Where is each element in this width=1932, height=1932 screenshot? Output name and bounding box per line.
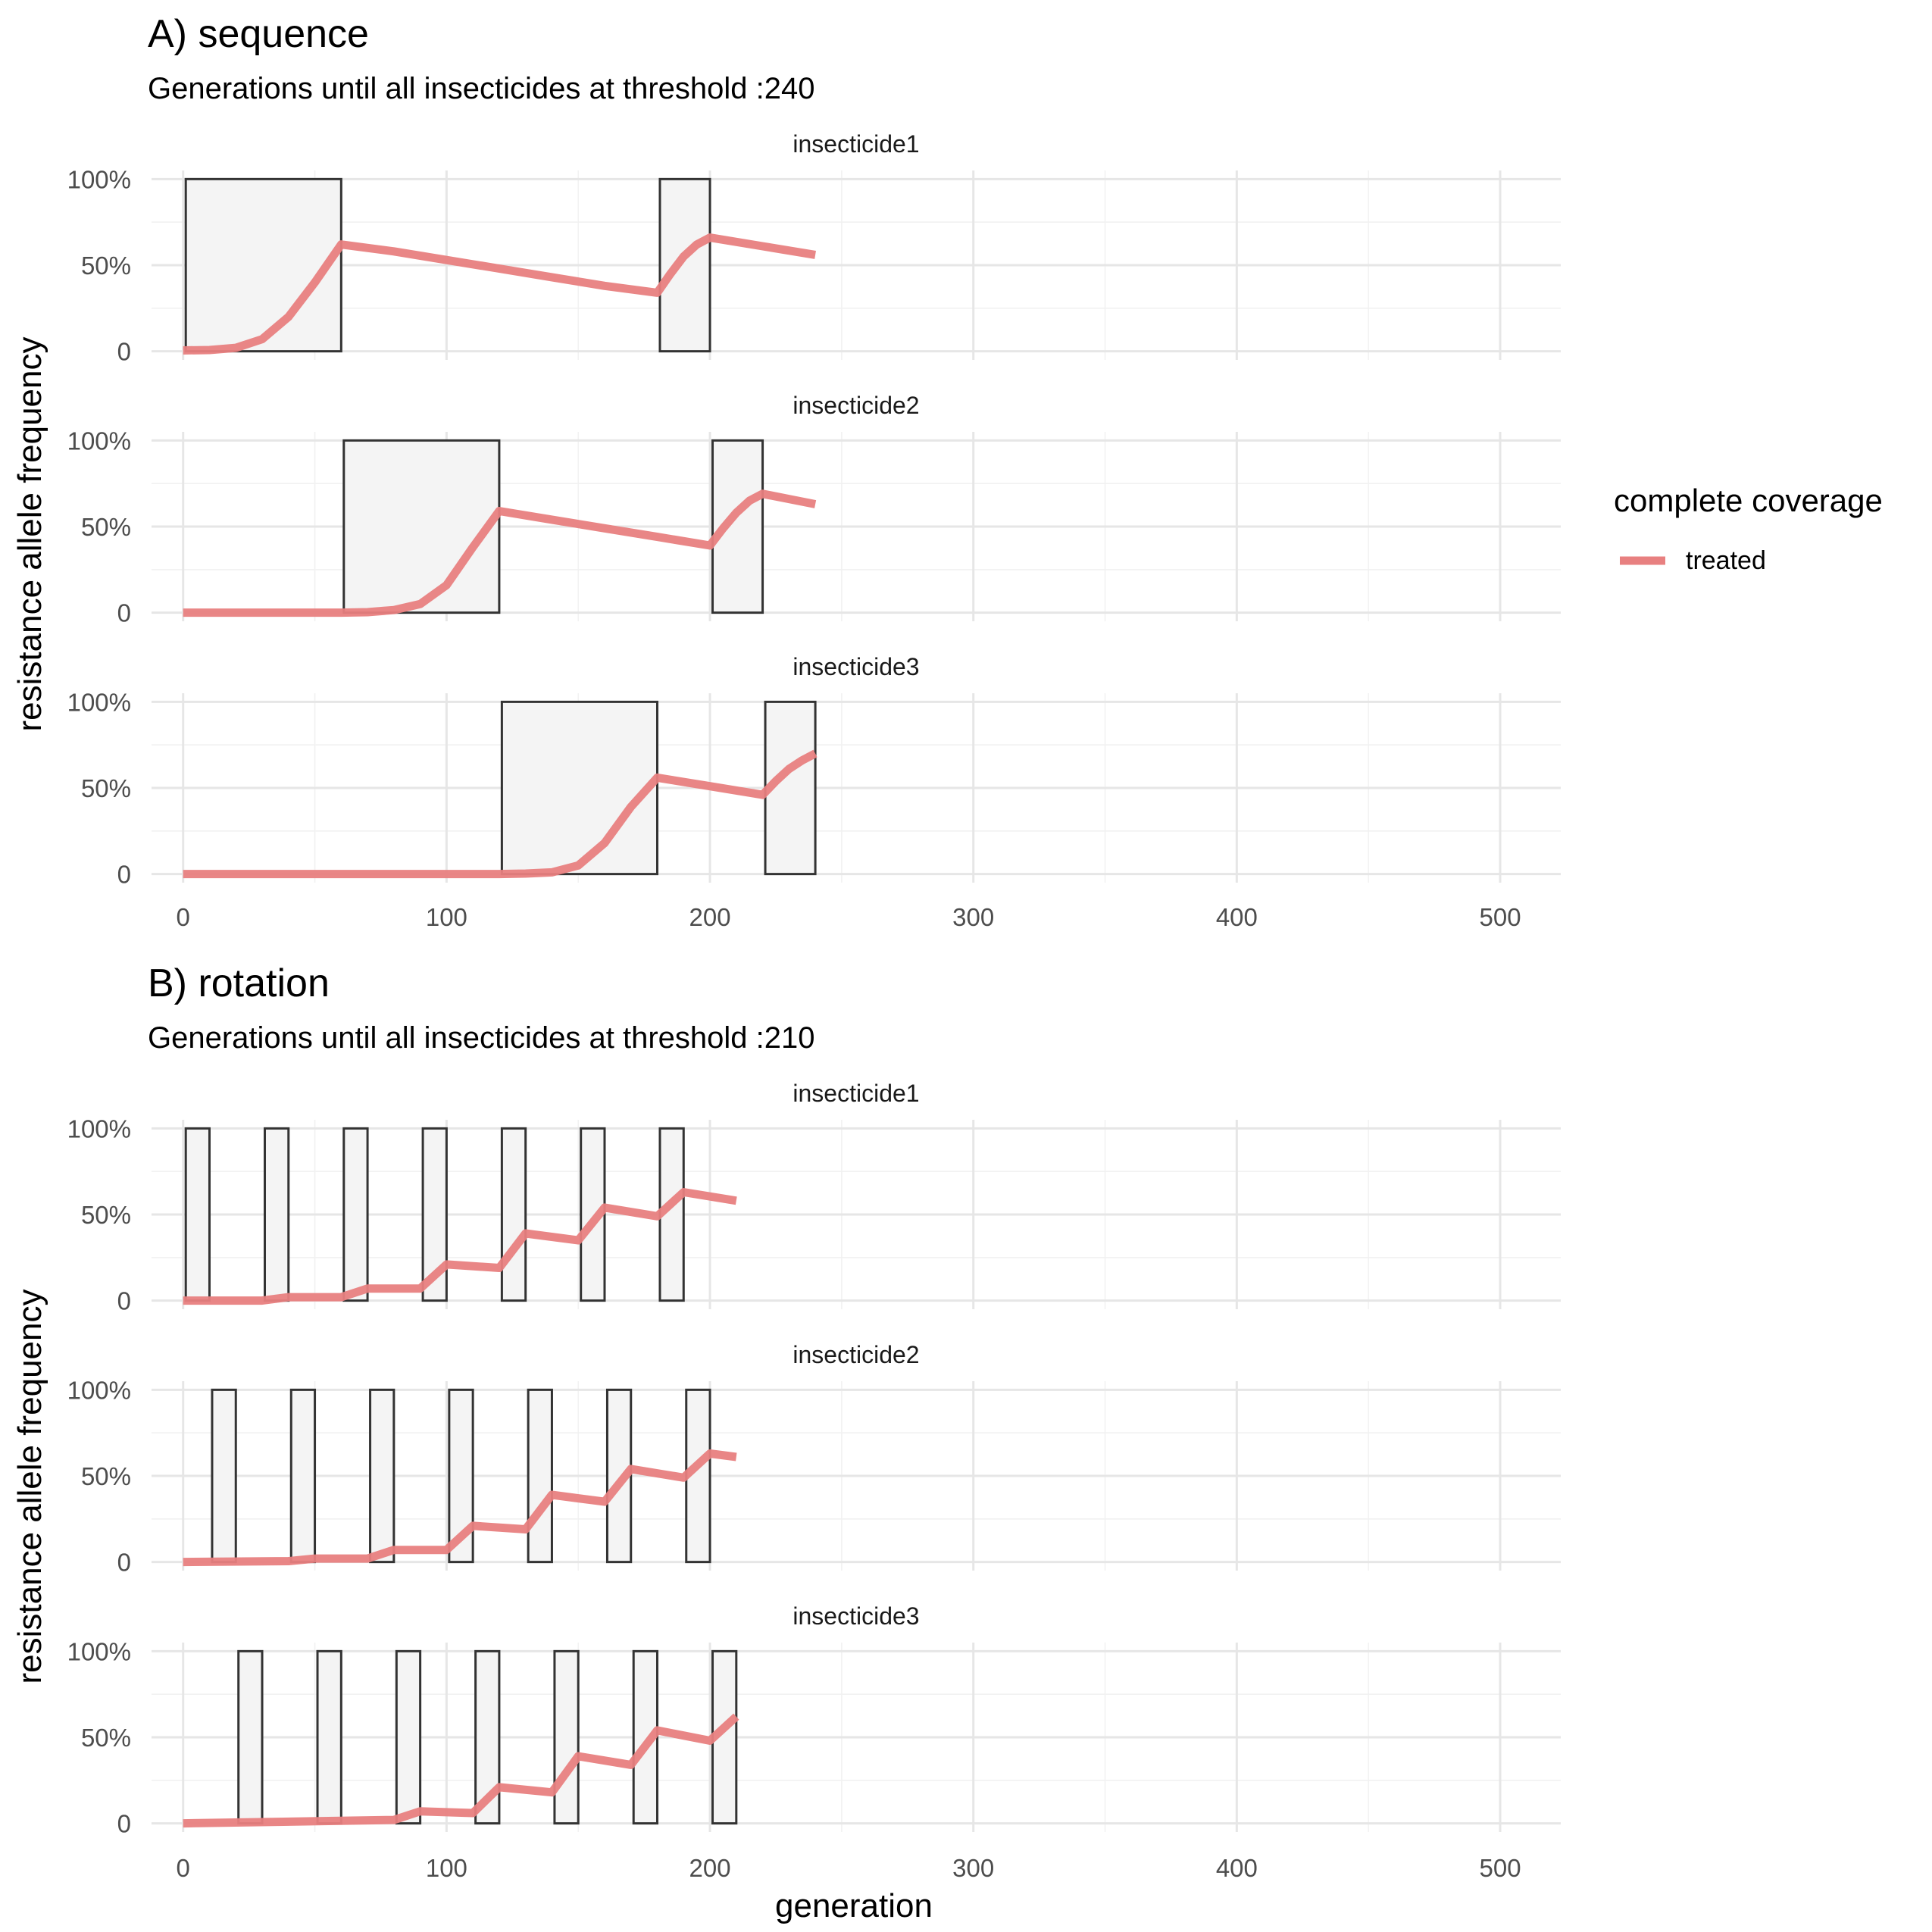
facet-insecticide3: insecticide3 0 50% 100% [67,1602,1561,1838]
series-line-treated [183,1449,737,1567]
x-tick-label: 300 [952,903,994,931]
series-line-treated [183,749,818,879]
y-tick-label: 50% [81,252,131,280]
y-axis-title-rotation: resistance allele frequency [11,1290,48,1684]
legend: complete coverage treated [1614,483,1883,575]
x-tick-label: 100 [426,903,467,931]
x-tick-label: 200 [689,903,731,931]
panel-rotation: B) rotation Generations until all insecti… [67,961,1561,1882]
y-tick-label: 100% [67,427,131,455]
deployment-box [658,177,711,353]
deployment-box [289,1388,317,1564]
deployment-box [211,1388,237,1564]
facet-insecticide2: insecticide2 0 50% 100% [67,392,1561,627]
y-tick-label: 0 [117,861,131,889]
panel-sequence: A) sequence Generations until all insecti… [67,12,1561,931]
facet-strip-label: insecticide2 [792,392,919,419]
facet-insecticide1: insecticide1 0 50% 100% [67,1080,1561,1315]
deployment-box [500,700,659,876]
y-tick-label: 50% [81,774,131,802]
y-tick-label: 0 [117,338,131,366]
y-tick-label: 0 [117,1810,131,1838]
facet-strip-label: insecticide3 [792,1602,919,1630]
facet-strip-label: insecticide1 [792,1080,919,1107]
y-tick-label: 0 [117,1287,131,1315]
panel-subtitle: Generations until all insecticides at th… [148,72,815,105]
panel-title: B) rotation [148,961,330,1005]
panel-subtitle: Generations until all insecticides at th… [148,1021,815,1055]
facet-insecticide2: insecticide2 0 50% 100% [67,1341,1561,1577]
deployment-box [342,439,501,614]
series-line-treated [183,1188,737,1305]
y-tick-label: 100% [67,1114,131,1143]
panels-layer: A) sequence Generations until all insecti… [67,12,1561,1882]
deployment-box [553,1649,580,1825]
y-axis-title-sequence: resistance allele frequency [11,337,48,732]
x-tick-label: 100 [426,1854,467,1882]
facet-strip-label: insecticide1 [792,130,919,158]
deployment-box [500,1127,527,1302]
deployment-box [316,1649,342,1825]
series-line-treated [183,1713,739,1828]
y-tick-label: 100% [67,1637,131,1665]
x-tick-label: 400 [1216,1854,1258,1882]
y-tick-label: 50% [81,513,131,541]
x-tick-label: 0 [177,1854,190,1882]
deployment-box [395,1649,422,1825]
deployment-box [184,1127,211,1302]
deployment-box [263,1127,290,1302]
y-tick-label: 100% [67,1376,131,1404]
x-axis-title: generation [775,1887,933,1924]
legend-label-treated: treated [1686,546,1766,575]
x-tick-label: 500 [1480,1854,1521,1882]
x-tick-label: 400 [1216,903,1258,931]
deployment-box [632,1649,659,1825]
deployment-box [527,1388,553,1564]
x-tick-label: 500 [1480,903,1521,931]
series-line-treated [183,233,816,355]
x-tick-label: 0 [177,903,190,931]
y-tick-label: 50% [81,1201,131,1229]
y-tick-label: 0 [117,599,131,627]
deployment-box [342,1127,369,1302]
y-tick-label: 100% [67,688,131,716]
series-line-treated [183,489,817,617]
legend-title: complete coverage [1614,483,1883,518]
y-tick-label: 50% [81,1724,131,1752]
facet-strip-label: insecticide2 [792,1341,919,1368]
facet-strip-label: insecticide3 [792,653,919,680]
y-tick-label: 100% [67,165,131,193]
facet-insecticide3: insecticide3 0 50% 100% [67,653,1561,889]
y-tick-label: 50% [81,1462,131,1490]
x-tick-label: 200 [689,1854,731,1882]
panel-title: A) sequence [148,12,369,56]
x-tick-label: 300 [952,1854,994,1882]
deployment-box [237,1649,264,1825]
facet-insecticide1: insecticide1 0 50% 100% [67,130,1561,366]
y-tick-label: 0 [117,1549,131,1577]
deployment-box [184,177,342,353]
deployment-box [369,1388,395,1564]
